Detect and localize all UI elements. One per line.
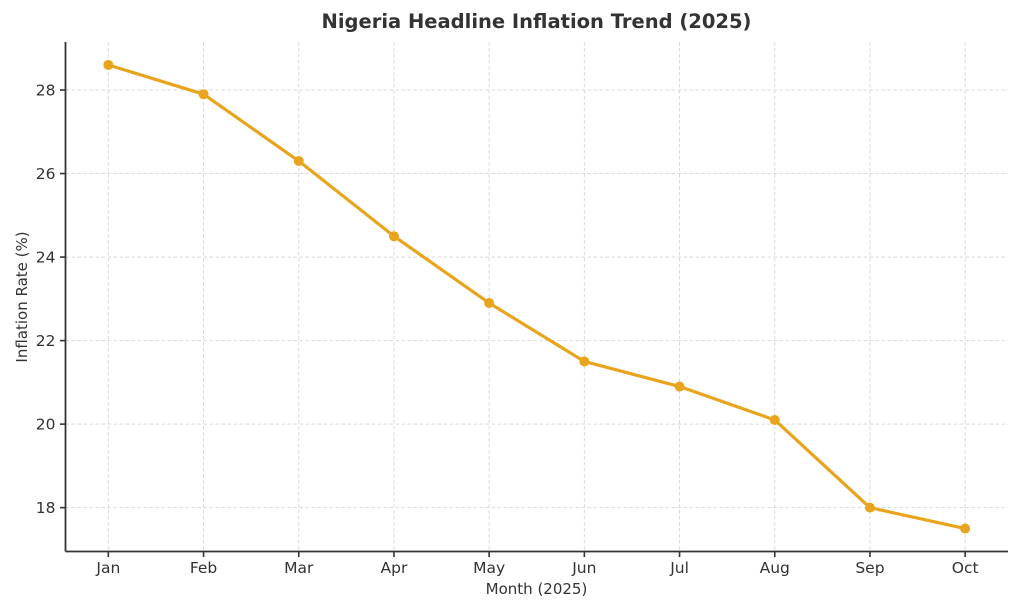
x-tick-label: Feb xyxy=(190,559,217,577)
y-tick-label: 28 xyxy=(36,82,56,100)
chart-title: Nigeria Headline Inflation Trend (2025) xyxy=(322,10,752,33)
y-axis-label: Inflation Rate (%) xyxy=(13,231,31,362)
data-point-jan xyxy=(103,59,114,70)
y-tick-label: 26 xyxy=(36,165,56,183)
data-point-may xyxy=(484,298,495,309)
data-point-jul xyxy=(674,381,685,392)
data-point-mar xyxy=(293,156,304,167)
data-point-apr xyxy=(388,231,399,242)
series-layer xyxy=(103,59,971,534)
x-tick-label: Aug xyxy=(760,559,790,577)
x-tick-label: Apr xyxy=(381,559,408,577)
data-point-feb xyxy=(198,89,209,100)
y-tick-label: 20 xyxy=(36,416,56,434)
y-tick-label: 22 xyxy=(36,332,56,350)
inflation-trend-line xyxy=(106,63,967,531)
x-tick-label: Jun xyxy=(571,559,596,577)
axes-layer: Jan Feb Mar Apr May Jun Jul Aug Sep Oct 18 20 22 24 26… xyxy=(36,42,1008,577)
grid-layer xyxy=(65,42,1008,552)
data-point-jun xyxy=(579,356,590,367)
data-point-aug xyxy=(769,414,780,425)
y-tick-label: 18 xyxy=(36,499,56,517)
x-tick-label: Jan xyxy=(95,559,120,577)
x-tick-label: May xyxy=(473,559,505,577)
x-tick-label: Mar xyxy=(284,559,314,577)
x-axis-label: Month (2025) xyxy=(486,580,588,598)
x-tick-label: Oct xyxy=(952,559,979,577)
data-point-sep xyxy=(864,502,875,513)
x-tick-label: Jul xyxy=(669,559,689,577)
x-tick-label: Sep xyxy=(855,559,884,577)
y-tick-label: 24 xyxy=(36,249,56,267)
data-point-oct xyxy=(960,523,971,534)
